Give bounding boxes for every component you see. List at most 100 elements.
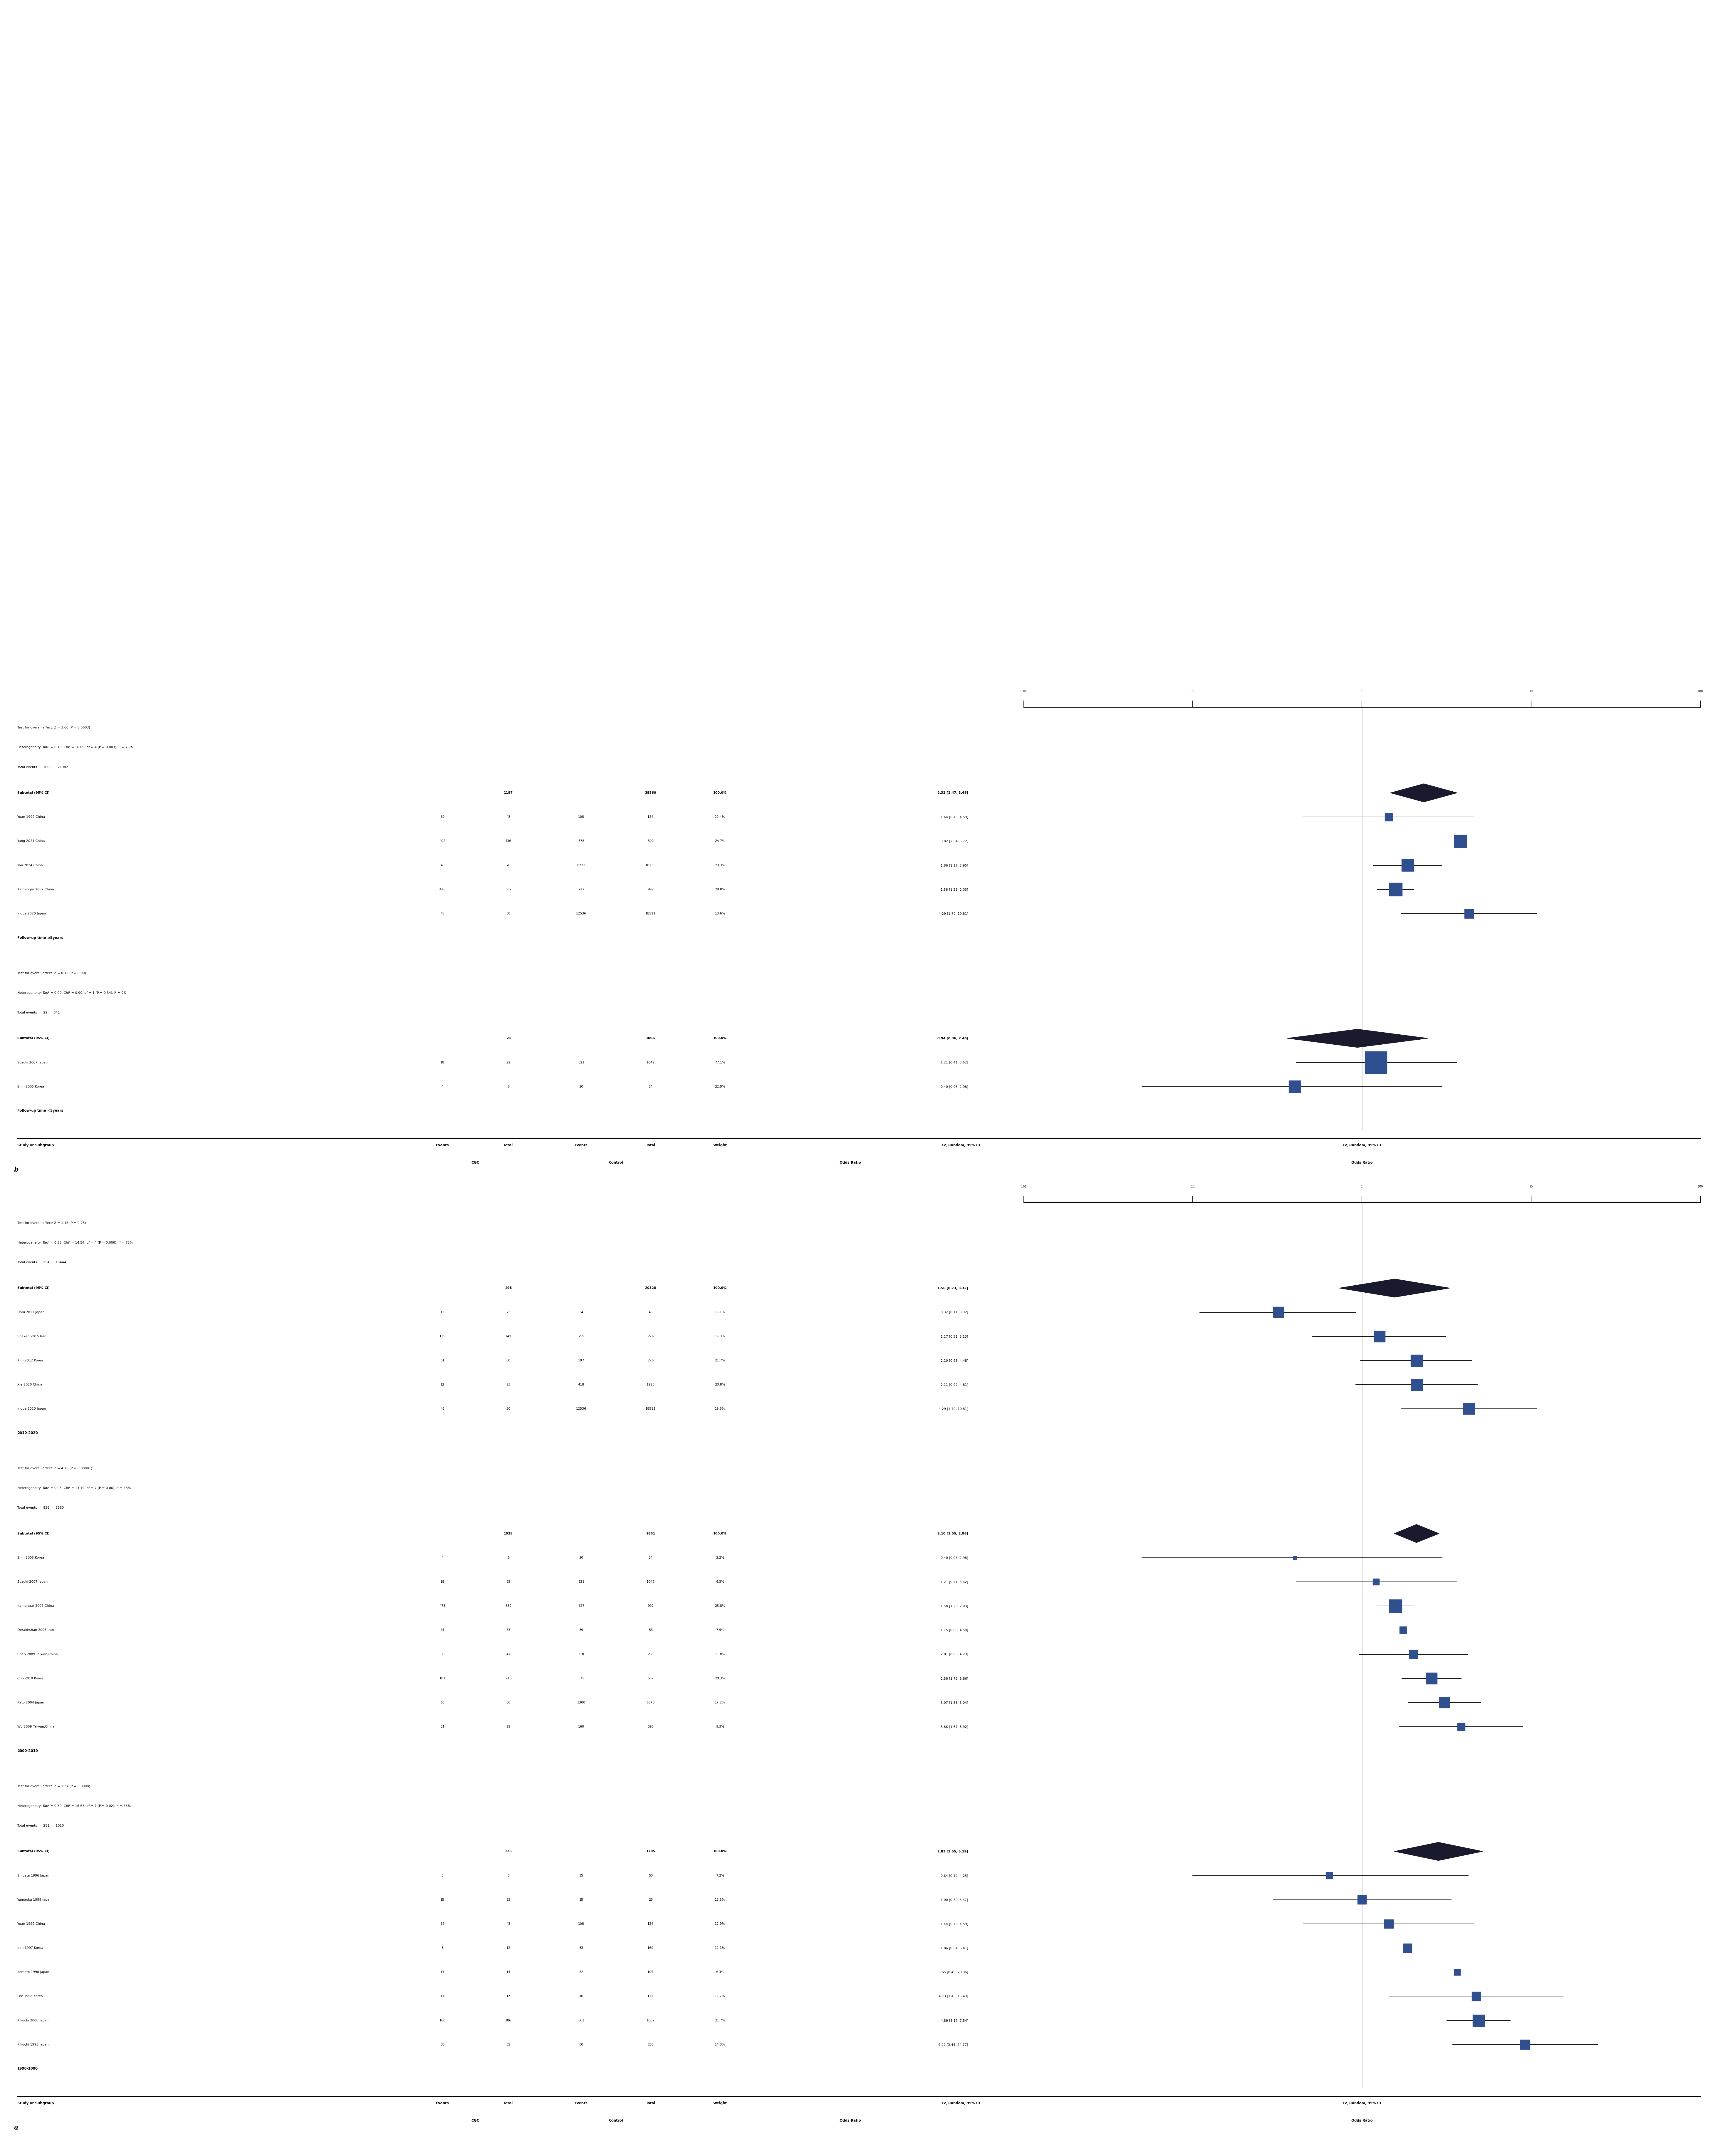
Text: 8233: 8233 bbox=[578, 865, 585, 867]
Bar bbox=[1402, 860, 1414, 871]
Text: 1.21 [0.41, 3.62]: 1.21 [0.41, 3.62] bbox=[940, 1580, 968, 1583]
Text: Kamangar 2007 China: Kamangar 2007 China bbox=[17, 1604, 54, 1608]
Text: 22.9%: 22.9% bbox=[715, 1084, 725, 1089]
Text: IV, Random, 95% CI: IV, Random, 95% CI bbox=[1343, 1143, 1381, 1147]
Bar bbox=[1438, 1697, 1449, 1708]
Text: Total events      1005      21982: Total events 1005 21982 bbox=[17, 765, 68, 770]
Text: 10: 10 bbox=[1529, 690, 1534, 692]
Text: 142: 142 bbox=[505, 1335, 512, 1339]
Text: 43: 43 bbox=[507, 815, 510, 819]
Text: 4.29 [1.70, 10.81]: 4.29 [1.70, 10.81] bbox=[939, 1408, 968, 1410]
Polygon shape bbox=[1395, 1524, 1438, 1544]
Text: 1035: 1035 bbox=[503, 1533, 514, 1535]
Text: 727: 727 bbox=[578, 1604, 585, 1608]
Text: Test for overall effect: Z = 1.15 (P = 0.25): Test for overall effect: Z = 1.15 (P = 0… bbox=[17, 1220, 87, 1225]
Text: 21: 21 bbox=[441, 1725, 444, 1729]
Bar bbox=[1463, 1404, 1475, 1414]
Bar bbox=[1326, 1871, 1332, 1878]
Text: Shin 2005 Korea: Shin 2005 Korea bbox=[17, 1084, 43, 1089]
Text: 20: 20 bbox=[579, 1084, 583, 1089]
Text: 7.2%: 7.2% bbox=[717, 1874, 723, 1878]
Text: 23.3%: 23.3% bbox=[715, 865, 725, 867]
Text: 12.9%: 12.9% bbox=[715, 1923, 725, 1925]
Text: 100.0%: 100.0% bbox=[713, 1533, 727, 1535]
Text: Control: Control bbox=[609, 1160, 623, 1164]
Text: 2.58 [1.72, 3.86]: 2.58 [1.72, 3.86] bbox=[940, 1677, 968, 1680]
Polygon shape bbox=[1390, 783, 1457, 802]
Text: Test for overall effect: Z = 3.60 (P = 0.0003): Test for overall effect: Z = 3.60 (P = 0… bbox=[17, 727, 90, 729]
Text: 28: 28 bbox=[507, 1037, 510, 1039]
Text: 46: 46 bbox=[441, 865, 444, 867]
Text: 8: 8 bbox=[441, 1947, 444, 1949]
Bar bbox=[1374, 1330, 1385, 1341]
Text: Kim 2012 Korea: Kim 2012 Korea bbox=[17, 1358, 43, 1363]
Text: 21.7%: 21.7% bbox=[715, 2018, 725, 2022]
Text: Kikuchi 2000 Japan: Kikuchi 2000 Japan bbox=[17, 2018, 49, 2022]
Text: 30: 30 bbox=[441, 2044, 444, 2046]
Text: 53: 53 bbox=[507, 1628, 510, 1632]
Text: 561: 561 bbox=[578, 2018, 585, 2022]
Bar bbox=[1473, 2014, 1485, 2027]
Text: 18: 18 bbox=[441, 1580, 444, 1583]
Text: 1785: 1785 bbox=[645, 1850, 656, 1852]
Text: 216: 216 bbox=[505, 1677, 512, 1680]
Text: Odds Ratio: Odds Ratio bbox=[840, 1160, 861, 1164]
Text: 1.27 [0.51, 3.13]: 1.27 [0.51, 3.13] bbox=[940, 1335, 968, 1339]
Text: 13.6%: 13.6% bbox=[715, 912, 725, 914]
Polygon shape bbox=[1395, 1841, 1483, 1861]
Text: 270: 270 bbox=[647, 1358, 654, 1363]
Text: 18511: 18511 bbox=[645, 1408, 656, 1410]
Text: 160: 160 bbox=[578, 1725, 585, 1729]
Text: 12.3%: 12.3% bbox=[715, 1897, 725, 1902]
Text: 2000-2010: 2000-2010 bbox=[17, 1749, 38, 1753]
Text: 3.65 [0.45, 29.36]: 3.65 [0.45, 29.36] bbox=[939, 1971, 968, 1973]
Text: 0.40 [0.05, 2.98]: 0.40 [0.05, 2.98] bbox=[940, 1084, 968, 1089]
Bar bbox=[1385, 1919, 1393, 1927]
Text: Test for overall effect: Z = 3.37 (P = 0.0008): Test for overall effect: Z = 3.37 (P = 0… bbox=[17, 1785, 90, 1787]
Text: 7.9%: 7.9% bbox=[717, 1628, 723, 1632]
Bar bbox=[1372, 1578, 1379, 1585]
Bar bbox=[1457, 1723, 1464, 1731]
Text: 473: 473 bbox=[439, 888, 446, 890]
Text: 1.86 [0.54, 6.41]: 1.86 [0.54, 6.41] bbox=[940, 1947, 968, 1949]
Bar bbox=[1365, 1052, 1386, 1074]
Text: 2.01 [0.96, 4.23]: 2.01 [0.96, 4.23] bbox=[940, 1654, 968, 1656]
Text: b: b bbox=[14, 1166, 19, 1173]
Text: 378: 378 bbox=[578, 839, 585, 843]
Text: 76: 76 bbox=[507, 865, 510, 867]
Text: Kamangar 2007 China: Kamangar 2007 China bbox=[17, 888, 54, 890]
Text: Odds Ratio: Odds Ratio bbox=[1352, 1160, 1372, 1164]
Text: 821: 821 bbox=[578, 1061, 585, 1063]
Text: 15: 15 bbox=[579, 1897, 583, 1902]
Text: 45: 45 bbox=[441, 912, 444, 914]
Bar bbox=[1273, 1307, 1284, 1317]
Text: 22: 22 bbox=[507, 1061, 510, 1063]
Text: 203: 203 bbox=[647, 2044, 654, 2046]
Text: 124: 124 bbox=[647, 1923, 654, 1925]
Text: 65: 65 bbox=[441, 1701, 444, 1703]
Text: Events: Events bbox=[574, 2102, 588, 2104]
Text: 2.32 [1.47, 3.66]: 2.32 [1.47, 3.66] bbox=[937, 791, 968, 793]
Text: 20: 20 bbox=[579, 1557, 583, 1559]
Text: 24: 24 bbox=[649, 1557, 652, 1559]
Text: Total: Total bbox=[503, 1143, 514, 1147]
Text: 3: 3 bbox=[441, 1874, 444, 1878]
Text: 100.0%: 100.0% bbox=[713, 1850, 727, 1852]
Text: 35: 35 bbox=[579, 1874, 583, 1878]
Bar bbox=[1411, 1354, 1423, 1367]
Text: 100.0%: 100.0% bbox=[713, 791, 727, 793]
Polygon shape bbox=[1287, 1028, 1428, 1048]
Text: 12: 12 bbox=[507, 1947, 510, 1949]
Text: 1007: 1007 bbox=[647, 2018, 654, 2022]
Text: 19.8%: 19.8% bbox=[715, 1335, 725, 1339]
Text: Yuan 1999 China: Yuan 1999 China bbox=[17, 815, 45, 819]
Text: 1.21 [0.41, 3.62]: 1.21 [0.41, 3.62] bbox=[940, 1061, 968, 1063]
Text: 1: 1 bbox=[1360, 1186, 1364, 1188]
Text: 20.8%: 20.8% bbox=[715, 1384, 725, 1386]
Text: 38360: 38360 bbox=[645, 791, 656, 793]
Text: Total events      281      1010: Total events 281 1010 bbox=[17, 1824, 64, 1828]
Text: Horii 2011 Japan: Horii 2011 Japan bbox=[17, 1311, 45, 1313]
Text: 418: 418 bbox=[578, 1384, 585, 1386]
Text: Yuan 1999 China: Yuan 1999 China bbox=[17, 1923, 45, 1925]
Text: 39: 39 bbox=[441, 1923, 444, 1925]
